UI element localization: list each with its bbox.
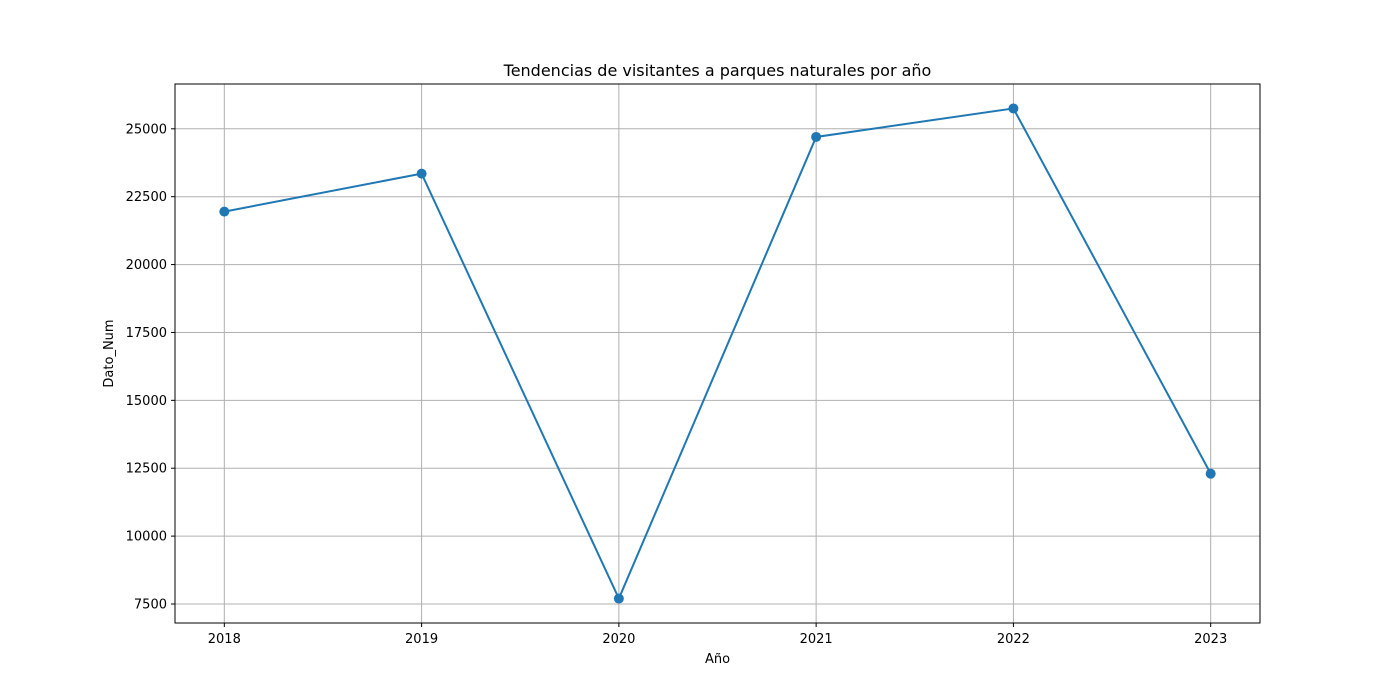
y-tick-label: 10000 — [126, 530, 167, 545]
series-layer — [219, 103, 1216, 604]
y-tick-label: 17500 — [126, 326, 167, 341]
series-line — [224, 107, 1212, 602]
grid — [175, 84, 1260, 623]
data-point — [1008, 103, 1019, 114]
x-tick-label: 2018 — [208, 632, 241, 647]
y-tick-label: 7500 — [134, 597, 167, 612]
data-point — [1205, 468, 1216, 479]
data-point — [416, 168, 427, 179]
x-tick-label: 2022 — [997, 632, 1030, 647]
y-tick-label: 12500 — [126, 462, 167, 477]
x-tick-label: 2021 — [800, 632, 833, 647]
plot-frame — [174, 83, 1261, 624]
x-tick-label: 2019 — [405, 632, 438, 647]
y-tick-label: 15000 — [126, 394, 167, 409]
data-point — [811, 131, 822, 142]
x-axis-label: Año — [705, 652, 730, 667]
y-tick-label: 22500 — [126, 190, 167, 205]
data-point — [219, 206, 230, 217]
y-tick-label: 25000 — [126, 122, 167, 137]
x-tick-label: 2020 — [602, 632, 635, 647]
y-tick-label: 20000 — [126, 258, 167, 273]
ticks: 2018 2019 2020 2021 2022 2023 7500 10000 12500 15… — [126, 122, 1228, 647]
data-point — [613, 593, 624, 604]
y-axis-label: Dato_Num — [102, 319, 117, 387]
chart-title: Tendencias de visitantes a parques natur… — [503, 61, 932, 80]
x-tick-label: 2023 — [1194, 632, 1227, 647]
